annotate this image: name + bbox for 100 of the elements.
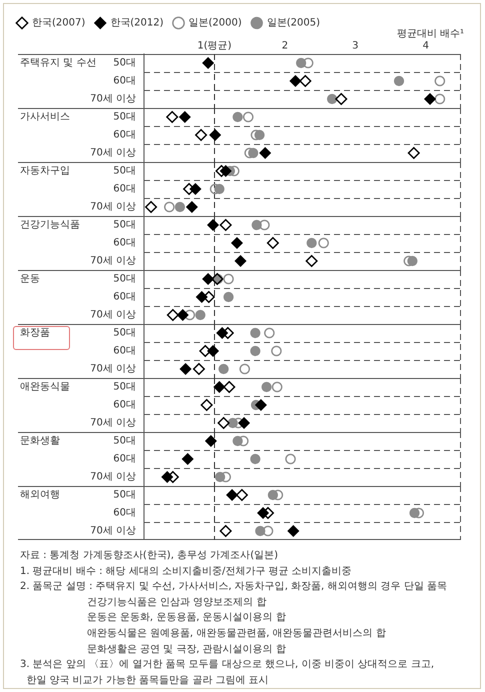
- point: [223, 381, 236, 393]
- point: [268, 490, 278, 500]
- y-tick-label: 60대: [113, 184, 136, 195]
- point: [164, 202, 175, 212]
- y-tick-label: 50대: [113, 490, 136, 501]
- point: [195, 310, 206, 320]
- point: [434, 94, 446, 104]
- point: [214, 184, 224, 194]
- point: [186, 201, 198, 213]
- y-tick-label: 50대: [113, 382, 136, 393]
- point: [220, 165, 232, 177]
- point: [209, 129, 221, 141]
- text: 문화생활은 공연 및 극장, 관람시설이용의 합: [86, 642, 287, 657]
- point: [409, 508, 420, 518]
- point: [195, 129, 208, 141]
- point: [238, 417, 250, 429]
- text: 애완동식물: [20, 382, 70, 393]
- point: [220, 525, 232, 537]
- point: [218, 417, 230, 429]
- legend-label: 한국(2007): [32, 18, 86, 29]
- point: [250, 328, 260, 338]
- text: 운동은 운동화, 운동용품, 운동시설이용의 합: [86, 611, 287, 626]
- point: [176, 309, 189, 321]
- x-tick-label: 4: [422, 40, 429, 52]
- point: [424, 93, 436, 105]
- point: [254, 130, 265, 140]
- point: [179, 111, 191, 123]
- y-tick-label: 60대: [113, 346, 136, 357]
- point: [216, 327, 228, 339]
- text: 문화생활: [20, 436, 60, 447]
- point: [262, 526, 274, 536]
- point: [192, 363, 205, 375]
- y-tick-label: 60대: [113, 130, 136, 141]
- text: 한일 양국 비교가 가능한 품목들만을 골라 그림에 표시: [25, 674, 270, 688]
- y-tick-label: 70세 이상: [90, 472, 136, 483]
- point: [434, 76, 446, 86]
- y-tick-label: 60대: [113, 400, 136, 411]
- point: [248, 148, 258, 158]
- point: [223, 274, 234, 284]
- point: [272, 382, 282, 392]
- point: [242, 112, 254, 122]
- text: 자동차구입: [20, 166, 70, 177]
- y-tick-label: 70세 이상: [90, 310, 136, 321]
- point: [299, 75, 312, 87]
- y-tick-label: 70세 이상: [90, 202, 136, 213]
- y-tick-label: 60대: [113, 76, 136, 87]
- text: 운동: [20, 274, 40, 285]
- point: [290, 75, 302, 87]
- point: [239, 364, 250, 374]
- x-axis-title: 평균대비 배수¹: [396, 28, 464, 40]
- point: [214, 472, 226, 482]
- text: 화장품: [20, 328, 50, 339]
- point: [184, 310, 196, 320]
- point: [264, 328, 275, 338]
- y-tick-label: 50대: [113, 220, 136, 231]
- point: [207, 219, 219, 231]
- point: [266, 237, 279, 249]
- point: [174, 202, 186, 212]
- point: [255, 399, 267, 411]
- point: [408, 147, 420, 159]
- point: [166, 111, 178, 123]
- text: 3. 분석은 앞의 〈표〉에 열거한 품목 모두를 대상으로 했으나, 이중 비중이 상대적으로 크고,: [20, 658, 436, 672]
- point: [182, 453, 194, 465]
- point: [202, 273, 214, 285]
- point: [166, 309, 179, 321]
- y-tick-label: 60대: [113, 508, 136, 519]
- point: [250, 346, 260, 356]
- point: [145, 201, 158, 213]
- y-tick-label: 70세 이상: [90, 256, 136, 267]
- point: [231, 237, 243, 249]
- point: [259, 220, 270, 230]
- point: [234, 255, 246, 267]
- legend-label: 한국(2012): [110, 18, 164, 29]
- point: [205, 435, 217, 447]
- point: [236, 489, 248, 501]
- y-tick-label: 50대: [113, 112, 136, 123]
- y-tick-label: 60대: [113, 454, 136, 465]
- point: [288, 525, 300, 537]
- point: [218, 364, 229, 374]
- y-tick-label: 50대: [113, 274, 136, 285]
- point: [207, 345, 219, 357]
- y-tick-label: 50대: [113, 436, 136, 447]
- y-tick-label: 70세 이상: [90, 148, 136, 159]
- point: [255, 526, 266, 536]
- text: 주택유지 및 수선: [20, 58, 96, 69]
- text: 가사서비스: [20, 112, 70, 123]
- point: [196, 291, 208, 303]
- point: [261, 382, 272, 392]
- point: [306, 255, 318, 267]
- point: [180, 363, 192, 375]
- legend-label: 일본(2000): [188, 18, 242, 29]
- point: [200, 399, 213, 411]
- text: 1. 평균대비 배수 : 해당 세대의 소비지출비중/전체가구 평균 소비지출비중: [20, 564, 353, 579]
- text: 애완동식물은 원예용품, 애완동물관련품, 애완동물관련서비스의 합: [86, 626, 387, 641]
- y-tick-label: 60대: [113, 292, 136, 303]
- point: [226, 489, 238, 501]
- point: [285, 454, 296, 464]
- point: [250, 454, 260, 464]
- point: [223, 292, 234, 302]
- point: [202, 57, 214, 69]
